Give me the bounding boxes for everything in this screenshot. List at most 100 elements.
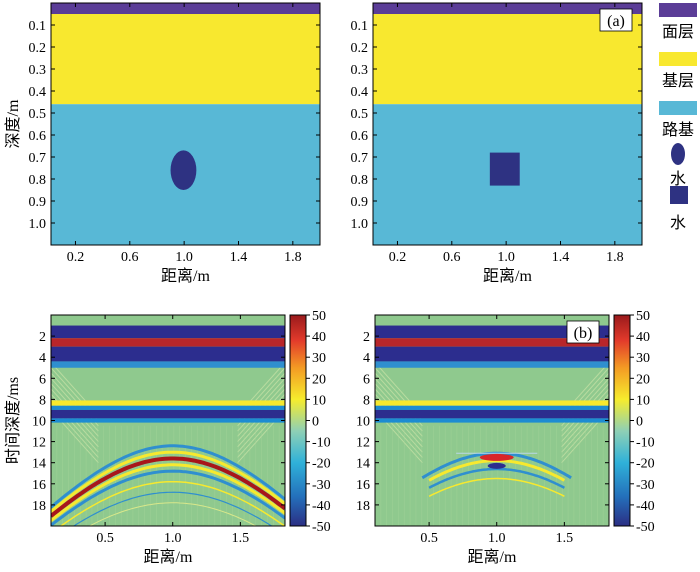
anomaly-core	[479, 453, 514, 461]
y-tick-label: 14	[32, 457, 46, 472]
y-tick-label: 14	[356, 457, 370, 472]
x-tick-label: 0.5	[420, 531, 438, 546]
radargram-image	[51, 315, 285, 526]
hyperbola-arc	[51, 444, 285, 509]
y-tick-label: 12	[356, 436, 370, 451]
x-axis-label: 距离/m	[161, 267, 210, 285]
legend-swatch-square	[670, 186, 688, 204]
colorbar-tick-label: -40	[312, 499, 331, 514]
hyperbola-arc	[428, 477, 565, 497]
x-tick-label: 0.6	[443, 250, 461, 265]
y-tick-label: 12	[32, 436, 46, 451]
x-tick-label: 1.0	[175, 250, 193, 265]
reflection-band	[51, 346, 285, 362]
y-tick-label: 10	[32, 415, 46, 430]
x-tick-label: 0.6	[121, 250, 139, 265]
hyperbola-arc	[59, 480, 285, 526]
colorbar-tick-label: 50	[312, 309, 326, 324]
y-tick-label: 0.4	[351, 85, 369, 100]
water-square	[489, 152, 520, 186]
y-tick-label: 6	[39, 372, 46, 387]
colorbar-tick-label: 40	[636, 330, 650, 345]
colorbar-tick-label: -10	[636, 436, 655, 451]
colorbar-tick-label: -40	[636, 499, 655, 514]
colorbar-tick-label: -50	[636, 520, 655, 535]
y-tick-label: 6	[363, 372, 370, 387]
legend-label: 路基	[662, 121, 694, 139]
layer-面层	[373, 3, 642, 14]
x-tick-label: 0.5	[96, 531, 114, 546]
hyperbola-arc	[51, 469, 285, 526]
reflection-band	[51, 418, 285, 423]
colorbar-tick-label: -20	[636, 457, 655, 472]
colorbar-tick-label: -30	[312, 478, 331, 493]
y-tick-label: 0.3	[351, 63, 369, 78]
reflection-band	[51, 400, 285, 406]
reflection-band	[51, 405, 285, 410]
y-tick-label: 4	[39, 351, 46, 366]
hyperbola-arc	[51, 463, 285, 522]
x-axis-label: 距离/m	[483, 267, 532, 285]
hyperbola-arc	[72, 491, 273, 526]
colorbar-tick-label: 40	[312, 330, 326, 345]
hyperbola-arc	[428, 467, 565, 489]
legend-item: 水	[670, 143, 686, 188]
y-axis-label: 时间深度/ms	[4, 377, 22, 464]
panel-annotation-box	[599, 8, 633, 32]
legend-swatch-ellipse	[671, 143, 685, 165]
legend-swatch	[659, 101, 697, 115]
y-tick-label: 0.1	[351, 19, 369, 34]
colorbar: 50 40 30 20 10 0 -10 -20 -30 -40 -50	[289, 309, 331, 535]
x-axis-label: 距离/m	[144, 548, 193, 566]
x-tick-label: 1.8	[606, 250, 624, 265]
legend-label: 面层	[662, 24, 694, 41]
colorbar-tick-label: 30	[312, 351, 326, 366]
y-tick-label: 0.2	[351, 41, 369, 56]
colorbar-tick-label: 0	[312, 415, 319, 430]
x-tick-label: 0.2	[389, 250, 407, 265]
colorbar-tick-label: 50	[636, 309, 650, 324]
panel-annotation: (b)	[574, 325, 593, 342]
y-tick-label: 10	[356, 415, 370, 430]
y-tick-label: 0.8	[351, 173, 369, 188]
reflection-band	[375, 409, 609, 419]
legend-swatch	[659, 52, 697, 66]
x-tick-label: 1.0	[164, 531, 182, 546]
reflection-band	[375, 325, 609, 339]
y-tick-label: 0.6	[351, 129, 369, 144]
y-tick-label: 8	[39, 393, 46, 408]
panel-annotation-box	[566, 320, 600, 344]
y-tick-label: 0.3	[29, 63, 47, 78]
colorbar-tick-label: 20	[312, 372, 326, 387]
reflection-band	[375, 338, 609, 347]
reflection-band	[375, 400, 609, 406]
layer-基层	[373, 14, 642, 105]
colorbar-gradient	[289, 314, 307, 527]
panel-radargram-left: 0.5 1.0 1.5 2 4 6 8 10 12 14 16 18 距离/m 时间深度/ms	[4, 314, 286, 566]
y-tick-label: 0.9	[351, 195, 369, 210]
y-tick-label: 0.7	[29, 151, 47, 166]
hyperbola-arc	[51, 456, 285, 518]
y-tick-label: 2	[39, 330, 46, 345]
y-tick-label: 0.9	[29, 195, 47, 210]
x-tick-label: 1.0	[497, 250, 515, 265]
legend-item: 路基	[659, 101, 697, 139]
colorbar-tick-label: 20	[636, 372, 650, 387]
reflection-band	[51, 325, 285, 339]
legend-item: 水	[670, 186, 688, 232]
y-tick-label: 18	[356, 499, 370, 514]
reflection-band	[375, 418, 609, 423]
layer-面层	[51, 3, 320, 14]
panel-radargram-right: 0.5 1.0 1.5 2 4 6 8 10 12 14 16 18 距离/m (b)	[356, 314, 610, 566]
x-tick-label: 1.4	[230, 250, 248, 265]
layer-基层	[51, 14, 320, 105]
legend-label: 水	[670, 214, 686, 232]
y-tick-label: 0.1	[29, 19, 47, 34]
panel-model-right: 0.2 0.6 1.0 1.4 1.8 0.1 0.2 0.3 0.4 0.5 0.6 0.7 0.8 0…	[351, 2, 643, 285]
y-tick-label: 16	[32, 478, 46, 493]
reflection-band	[51, 338, 285, 347]
plot-frame	[50, 2, 321, 246]
y-tick-label: 1.0	[351, 217, 369, 232]
y-tick-label: 0.6	[29, 129, 47, 144]
